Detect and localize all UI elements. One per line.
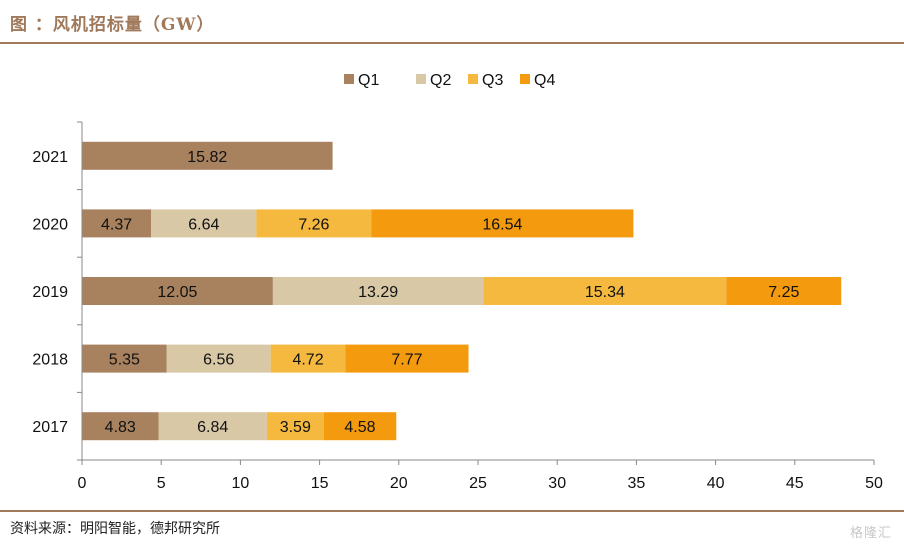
x-tick-label-0: 0	[78, 475, 87, 492]
legend-swatch-q3	[468, 74, 478, 84]
x-tick-label-50: 50	[865, 475, 883, 492]
bar-2018-q2	[166, 344, 271, 373]
bar-2020-q2	[151, 209, 257, 238]
data-label-2017-q4: 4.58	[344, 419, 375, 436]
bar-2020-q1	[82, 209, 152, 238]
bar-2019-q1	[82, 277, 273, 305]
category-label-2019: 2019	[32, 284, 68, 301]
data-label-2020-q1: 4.37	[101, 216, 132, 233]
x-tick-label-15: 15	[311, 475, 329, 492]
x-tick-label-30: 30	[548, 475, 566, 492]
bar-2018-q3	[270, 344, 346, 373]
bar-2020-q4	[371, 209, 634, 238]
x-tick-label-20: 20	[390, 475, 408, 492]
bar-2019-q4	[726, 277, 842, 305]
chart-legend: Q1 Q2 Q3 Q4	[344, 72, 555, 89]
watermark: 格隆汇	[849, 526, 892, 541]
data-label-2017-q2: 6.84	[197, 419, 228, 436]
data-label-2021-q1: 15.82	[187, 149, 227, 166]
data-label-2020-q4: 16.54	[482, 216, 522, 233]
data-label-2019-q3: 15.34	[585, 284, 625, 301]
bar-2017-q1	[82, 412, 159, 441]
data-label-2017-q3: 3.59	[280, 419, 311, 436]
figure-title: 图 ：风机招标量（GW）	[10, 15, 215, 35]
x-tick-label-35: 35	[628, 475, 646, 492]
bar-2018-q4	[345, 344, 469, 373]
legend-label-q4: Q4	[534, 72, 555, 89]
bar-2021-q1	[82, 141, 333, 170]
bar-2020-q3	[256, 209, 372, 238]
category-label-2021: 2021	[32, 149, 68, 166]
bar-2018-q1	[82, 344, 167, 373]
x-tick-label-45: 45	[786, 475, 804, 492]
data-label-2018-q4: 7.77	[391, 352, 422, 369]
bar-2019-q2	[272, 277, 484, 305]
legend-label-q3: Q3	[482, 72, 503, 89]
source-note: 资料来源：明阳智能，德邦研究所	[10, 521, 220, 537]
data-label-2020-q2: 6.64	[188, 216, 219, 233]
chart-bars: 15.82 4.37 6.64 7.26 16.54 12.05 13.29 15.34 7.2…	[82, 141, 842, 441]
data-label-2019-q4: 7.25	[768, 284, 799, 301]
x-tick-label-5: 5	[157, 475, 166, 492]
bar-2017-q4	[323, 412, 397, 441]
bar-2017-q3	[266, 412, 324, 441]
legend-swatch-q1	[344, 74, 354, 84]
stacked-bar-chart: Q1 Q2 Q3 Q4 15.82 4.37 6.64 7.26 16.54 12.05 13.2…	[32, 72, 883, 492]
legend-label-q2: Q2	[430, 72, 451, 89]
footer-rule	[0, 510, 904, 512]
title-rule	[0, 42, 904, 44]
x-tick-label-40: 40	[707, 475, 725, 492]
legend-swatch-q4	[520, 74, 530, 84]
data-label-2017-q1: 4.83	[105, 419, 136, 436]
bar-2017-q2	[158, 412, 267, 441]
x-tick-label-10: 10	[232, 475, 250, 492]
bar-2019-q3	[483, 277, 727, 305]
data-label-2019-q1: 12.05	[157, 284, 197, 301]
category-label-2017: 2017	[32, 419, 68, 436]
data-label-2018-q1: 5.35	[109, 352, 140, 369]
data-label-2018-q2: 6.56	[203, 352, 234, 369]
data-label-2020-q3: 7.26	[298, 216, 329, 233]
chart-axes: 2021 2020 2019 2018 2017 0 5 10 15 20 25 30 35 40 45 50	[32, 121, 883, 492]
category-label-2018: 2018	[32, 352, 68, 369]
legend-swatch-q2	[416, 74, 426, 84]
data-label-2018-q3: 4.72	[292, 352, 323, 369]
data-label-2019-q2: 13.29	[358, 284, 398, 301]
x-tick-label-25: 25	[469, 475, 487, 492]
category-label-2020: 2020	[32, 216, 68, 233]
legend-label-q1: Q1	[358, 72, 379, 89]
